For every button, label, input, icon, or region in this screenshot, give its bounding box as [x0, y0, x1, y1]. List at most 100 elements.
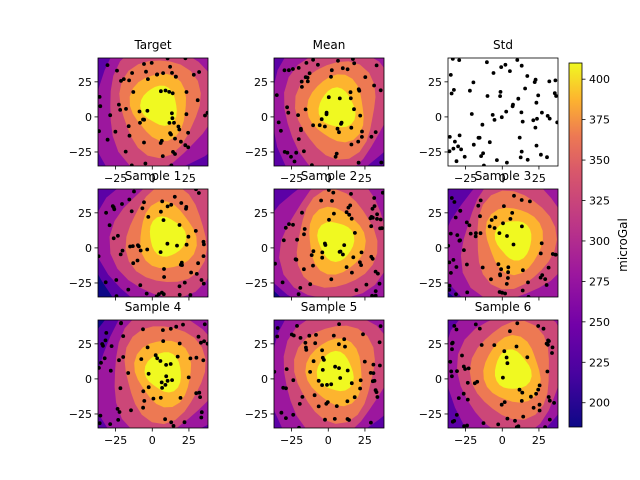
observation-point [350, 270, 354, 275]
observation-point [163, 88, 168, 93]
observation-point [547, 116, 552, 121]
observation-point [490, 113, 495, 117]
observation-point [349, 125, 354, 130]
observation-point [373, 289, 378, 293]
observation-point [341, 252, 345, 257]
observation-point [547, 417, 552, 422]
observation-point [124, 107, 128, 111]
observation-point [537, 383, 542, 388]
observation-point [199, 410, 204, 415]
subplot-1: 25 0 −25 −25 0 25 [69, 57, 209, 185]
observation-point [201, 358, 206, 363]
observation-point [294, 257, 299, 262]
observation-point [287, 68, 291, 73]
observation-point [138, 120, 142, 125]
axes-frame [447, 188, 559, 298]
y-tick-label: −25 [69, 277, 92, 290]
observation-point [356, 139, 361, 144]
observation-point [162, 275, 167, 279]
observation-point [177, 284, 182, 289]
observation-point [374, 63, 379, 68]
observation-point [532, 80, 537, 84]
observation-point [349, 142, 354, 147]
observation-point [457, 133, 462, 138]
observation-point [308, 282, 313, 287]
observation-point [160, 154, 165, 159]
observation-point [453, 215, 458, 220]
y-tick-label: 0 [435, 111, 442, 124]
observation-point [161, 71, 166, 75]
observation-point [329, 74, 333, 79]
observation-point [153, 353, 158, 358]
observation-point [338, 376, 343, 380]
std-background [448, 58, 558, 166]
contour-level-6 [144, 352, 181, 393]
subplot-titles: Target Mean Std Sample 1 Sample 2 Sample 3 Sam… [125, 38, 531, 314]
contour-level-6 [316, 350, 354, 392]
observation-point [337, 130, 341, 135]
observation-point [296, 292, 301, 297]
observation-point [369, 224, 374, 229]
observation-point [319, 198, 323, 203]
observation-point [480, 265, 485, 270]
observation-point [302, 267, 306, 272]
observation-point [311, 249, 316, 254]
observation-point [177, 292, 182, 297]
observation-point [376, 271, 380, 276]
observation-point [302, 149, 306, 154]
observation-point [371, 371, 376, 375]
observation-point [142, 140, 146, 145]
observation-point [334, 151, 339, 156]
observation-point [291, 222, 295, 227]
observation-point [203, 113, 207, 118]
observation-point [115, 68, 119, 73]
subplot-9: 25 0 −25 −25 0 25 [419, 319, 559, 447]
observation-point [309, 253, 314, 257]
observation-point [194, 272, 199, 276]
subplot-3: 25 0 −25 −25 0 25 [419, 57, 559, 185]
observation-point [296, 66, 301, 70]
observation-point [476, 135, 481, 140]
observation-point [99, 360, 103, 365]
axes-frame [447, 57, 559, 167]
observation-point [329, 68, 334, 73]
observation-point [454, 292, 458, 297]
observation-point [197, 70, 202, 74]
observation-point [370, 293, 374, 297]
observation-point [539, 152, 543, 157]
observation-point [295, 324, 299, 328]
observation-point [534, 143, 539, 148]
observation-point [274, 93, 279, 97]
observation-point [300, 210, 304, 215]
observation-point [296, 137, 301, 142]
observation-point [175, 354, 180, 359]
observation-point [311, 123, 315, 128]
observation-point [163, 417, 168, 422]
observation-point [98, 366, 101, 370]
observation-point [349, 216, 354, 221]
observation-point [186, 145, 191, 150]
observation-point [128, 244, 133, 249]
observation-point [172, 120, 176, 125]
observation-point [198, 395, 203, 399]
observation-point [297, 402, 302, 406]
observation-point [528, 199, 532, 204]
observation-point [324, 401, 329, 406]
y-tick-label: 25 [428, 76, 442, 89]
observation-point [175, 243, 179, 248]
observation-point [520, 224, 524, 229]
observation-point [378, 363, 382, 368]
observation-point [177, 341, 182, 346]
observation-point [491, 71, 496, 75]
observation-point [161, 292, 166, 297]
observation-point [287, 222, 291, 227]
observation-point [499, 115, 504, 120]
observation-point [344, 210, 349, 215]
observation-point [540, 273, 545, 277]
observation-point [144, 291, 149, 296]
observation-point [520, 390, 525, 395]
observation-point [460, 353, 464, 358]
observation-point [372, 196, 377, 200]
observation-point [305, 79, 310, 84]
observation-point [495, 158, 499, 163]
